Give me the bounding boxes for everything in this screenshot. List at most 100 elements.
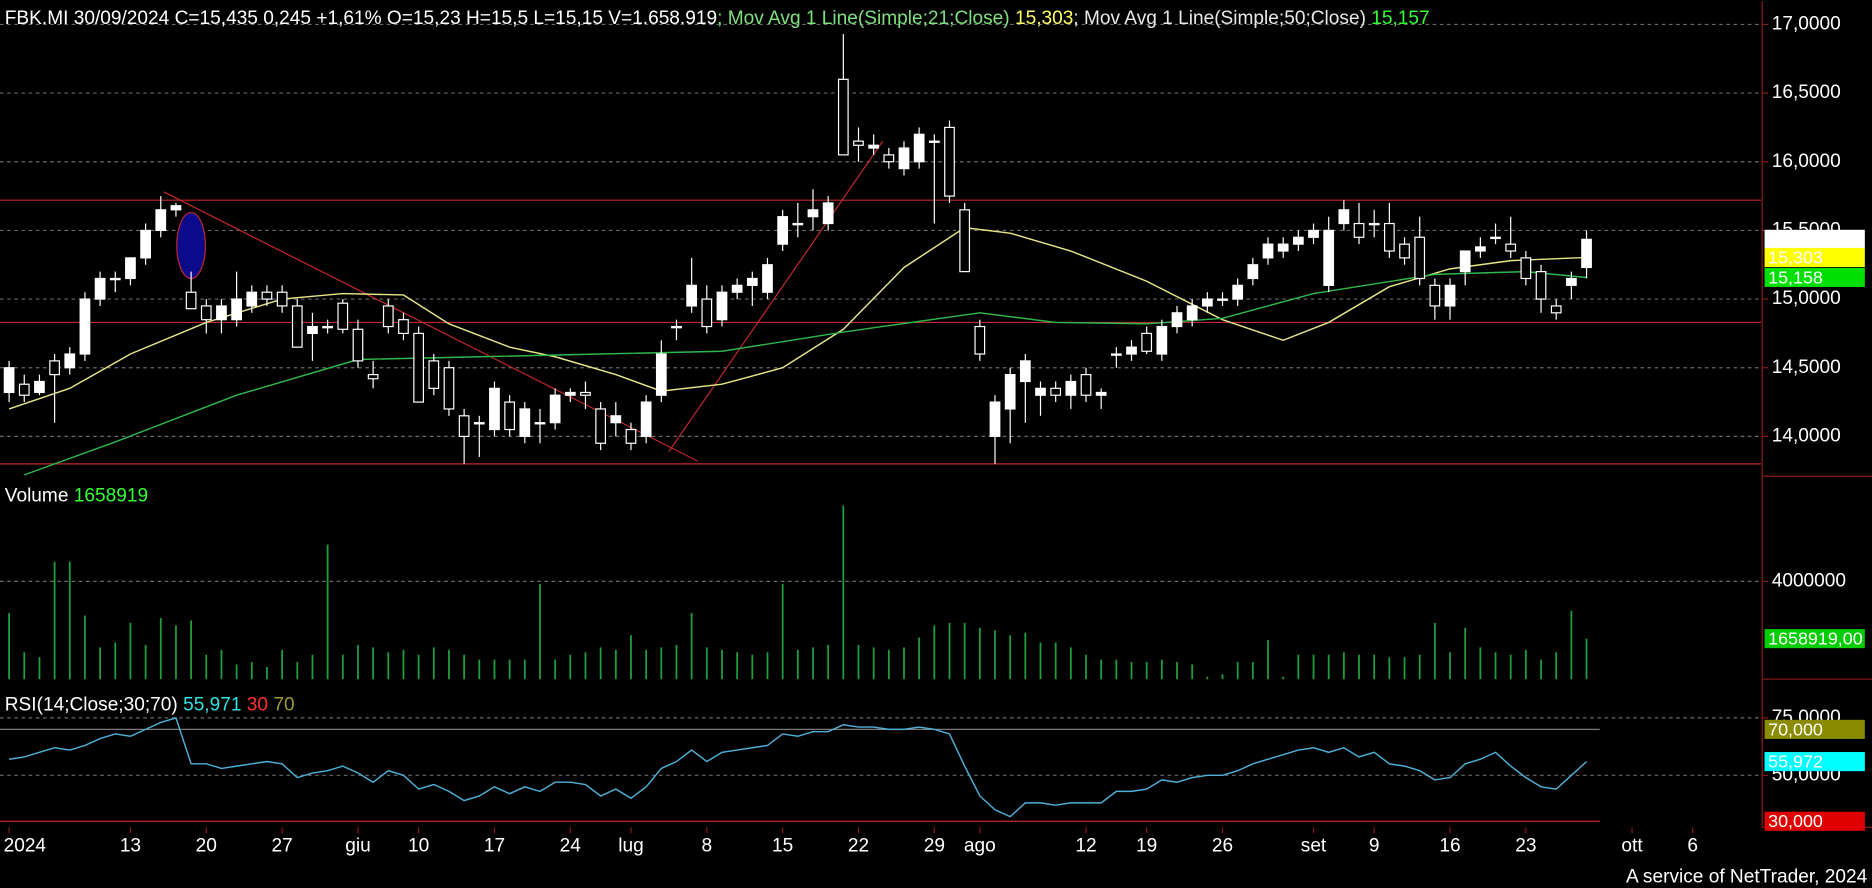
x-tick-label: 26 bbox=[1212, 835, 1233, 856]
candle-body bbox=[1566, 277, 1577, 286]
pane-header: RSI(14;Close;30;70) 55,971 30 70 bbox=[5, 695, 295, 716]
candle-body bbox=[625, 428, 637, 444]
x-tick-label: 19 bbox=[1136, 835, 1157, 856]
header-segment: ; Mov Avg 1 Line(Simple;50;Close) bbox=[1073, 8, 1366, 29]
value-tag bbox=[1764, 752, 1865, 772]
candle-body bbox=[837, 78, 849, 156]
candle-body bbox=[337, 302, 349, 330]
candle-body bbox=[1262, 243, 1274, 259]
candle-body bbox=[473, 422, 485, 425]
value-tag bbox=[1764, 229, 1865, 249]
candle-body bbox=[807, 209, 819, 218]
candle-body bbox=[352, 328, 364, 362]
candle-body bbox=[989, 401, 1001, 438]
candle-body bbox=[534, 422, 546, 425]
candle-body bbox=[1201, 298, 1213, 307]
candle-body bbox=[1171, 312, 1183, 328]
candle-body bbox=[322, 325, 333, 329]
candle-body bbox=[928, 140, 940, 143]
header-segment: 1658919 bbox=[68, 486, 148, 507]
candle-body bbox=[792, 222, 804, 226]
header-segment: 15,303 bbox=[1010, 8, 1074, 29]
candle-body bbox=[1277, 243, 1289, 252]
candle-body bbox=[1217, 298, 1228, 301]
candle-body bbox=[549, 394, 561, 424]
candle-body bbox=[185, 291, 197, 310]
candle-body bbox=[655, 353, 667, 396]
candle-body bbox=[504, 401, 516, 431]
x-tick-label: 6 bbox=[1687, 835, 1698, 856]
x-tick-label: set bbox=[1301, 835, 1327, 856]
header-segment: RSI(14;Close;30;70) bbox=[5, 695, 178, 716]
x-tick-label: lug bbox=[618, 835, 643, 856]
candle-body bbox=[64, 353, 76, 369]
candle-body bbox=[34, 380, 45, 394]
x-tick-label: 27 bbox=[271, 835, 292, 856]
x-tick-label: 24 bbox=[560, 835, 582, 856]
candle-body bbox=[1095, 391, 1107, 396]
candle-body bbox=[231, 298, 242, 321]
candle-body bbox=[79, 298, 91, 355]
candle-body bbox=[1353, 222, 1365, 238]
candle-body bbox=[595, 408, 607, 444]
candle-body bbox=[777, 216, 789, 245]
candle-body bbox=[580, 391, 591, 396]
y-tick-label: 16,0000 bbox=[1772, 151, 1841, 172]
trend-line bbox=[668, 140, 884, 452]
x-tick-label: 13 bbox=[120, 835, 141, 856]
candle-body bbox=[610, 415, 622, 424]
candle-body bbox=[1308, 229, 1319, 238]
header-segment: 30 bbox=[241, 695, 268, 716]
candle-body bbox=[1368, 222, 1380, 226]
x-tick-label: 20 bbox=[196, 835, 217, 856]
header-segment: Volume bbox=[5, 486, 69, 507]
candle-body bbox=[1429, 284, 1441, 307]
candle-body bbox=[1550, 305, 1562, 314]
candle-body bbox=[246, 291, 258, 307]
candle-body bbox=[1186, 305, 1198, 321]
candle-body bbox=[155, 209, 167, 232]
candle-body bbox=[746, 277, 758, 286]
candle-body bbox=[762, 264, 773, 293]
candle-body bbox=[443, 367, 455, 410]
candle-body bbox=[1520, 257, 1532, 280]
candle-body bbox=[640, 401, 652, 438]
x-tick-label: 29 bbox=[924, 835, 945, 856]
candle-body bbox=[686, 284, 698, 307]
x-tick-label: 2024 bbox=[4, 835, 47, 856]
y-tick-label: 4000000 bbox=[1772, 570, 1846, 591]
candle-body bbox=[1019, 360, 1031, 383]
candle-body bbox=[1444, 284, 1456, 307]
candle-body bbox=[1126, 346, 1137, 355]
candle-body bbox=[519, 408, 531, 438]
candle-body bbox=[731, 284, 743, 293]
candle-body bbox=[382, 305, 394, 328]
candle-body bbox=[1338, 209, 1350, 225]
candle-body bbox=[974, 325, 986, 355]
value-tag-label: 55,972 bbox=[1768, 752, 1823, 772]
value-tag bbox=[1764, 811, 1865, 831]
candle-body bbox=[367, 374, 379, 380]
candle-body bbox=[170, 205, 182, 211]
candle-body bbox=[458, 415, 470, 438]
candle-body bbox=[1247, 264, 1259, 280]
value-tag-label: 15,4350 bbox=[1768, 229, 1833, 249]
candle-body bbox=[1080, 374, 1092, 396]
candle-body bbox=[1414, 236, 1426, 280]
candle-body bbox=[276, 291, 288, 307]
candle-body bbox=[1581, 238, 1592, 269]
value-tag bbox=[1764, 719, 1865, 739]
candle-body bbox=[200, 305, 212, 321]
trend-line bbox=[163, 191, 698, 462]
candle-body bbox=[1323, 229, 1335, 286]
candle-body bbox=[671, 325, 682, 329]
candle-body bbox=[822, 202, 834, 225]
candle-body bbox=[1505, 243, 1517, 252]
candle-body bbox=[944, 126, 955, 197]
x-tick-label: 16 bbox=[1439, 835, 1460, 856]
x-tick-label: giu bbox=[345, 835, 370, 856]
pane-header: FBK.MI 30/09/2024 C=15,435 0,245 +1,61% … bbox=[5, 8, 1430, 29]
